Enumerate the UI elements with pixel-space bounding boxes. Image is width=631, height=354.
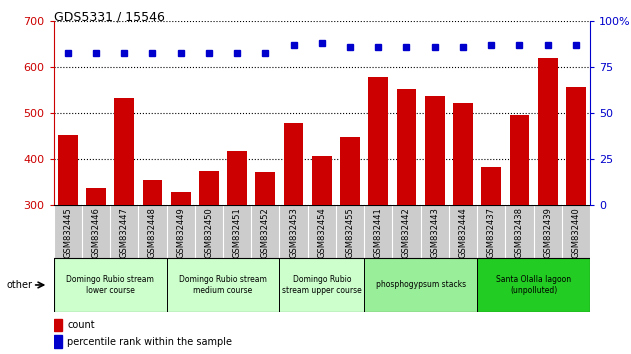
Text: GSM832447: GSM832447 [120,207,129,258]
Bar [425,96,445,205]
Text: GDS5331 / 15546: GDS5331 / 15546 [54,11,165,24]
Bar [510,115,529,205]
Bar [397,89,416,205]
Text: GSM832454: GSM832454 [317,207,326,258]
Text: other: other [6,280,32,290]
Text: GSM832446: GSM832446 [91,207,100,258]
Text: Santa Olalla lagoon
(unpolluted): Santa Olalla lagoon (unpolluted) [496,275,571,295]
Text: GSM832445: GSM832445 [63,207,72,258]
Bar [256,172,275,205]
Bar [143,181,162,205]
Bar [566,87,586,205]
Text: GSM832455: GSM832455 [346,207,355,258]
Bar [538,58,558,205]
Bar [364,258,477,312]
Text: GSM832438: GSM832438 [515,207,524,258]
Bar [340,137,360,205]
Bar [54,258,167,312]
Text: GSM832449: GSM832449 [176,207,185,258]
Bar [86,188,106,205]
Bar [167,258,280,312]
Text: GSM832440: GSM832440 [572,207,581,258]
Bar [280,258,364,312]
Bar [58,135,78,205]
Text: phosphogypsum stacks: phosphogypsum stacks [375,280,466,290]
Text: GSM832448: GSM832448 [148,207,157,258]
Text: GSM832453: GSM832453 [289,207,298,258]
Text: Domingo Rubio stream
medium course: Domingo Rubio stream medium course [179,275,267,295]
Bar [284,124,304,205]
Bar [369,78,388,205]
Bar [312,156,332,205]
Bar [54,319,62,331]
Text: GSM832450: GSM832450 [204,207,213,258]
Text: count: count [67,320,95,330]
Text: GSM832443: GSM832443 [430,207,439,258]
Text: Domingo Rubio stream
lower course: Domingo Rubio stream lower course [66,275,154,295]
Text: GSM832451: GSM832451 [233,207,242,258]
Text: GSM832441: GSM832441 [374,207,383,258]
Text: GSM832444: GSM832444 [459,207,468,258]
Text: GSM832437: GSM832437 [487,207,496,258]
Bar [54,335,62,348]
Text: GSM832439: GSM832439 [543,207,552,258]
Text: GSM832442: GSM832442 [402,207,411,258]
Text: Domingo Rubio
stream upper course: Domingo Rubio stream upper course [282,275,362,295]
Text: percentile rank within the sample: percentile rank within the sample [67,337,232,347]
Bar [477,258,590,312]
Bar [453,103,473,205]
Bar [171,193,191,205]
Bar [114,98,134,205]
Text: GSM832452: GSM832452 [261,207,270,258]
Bar [199,171,219,205]
Bar [227,151,247,205]
Bar [481,167,501,205]
